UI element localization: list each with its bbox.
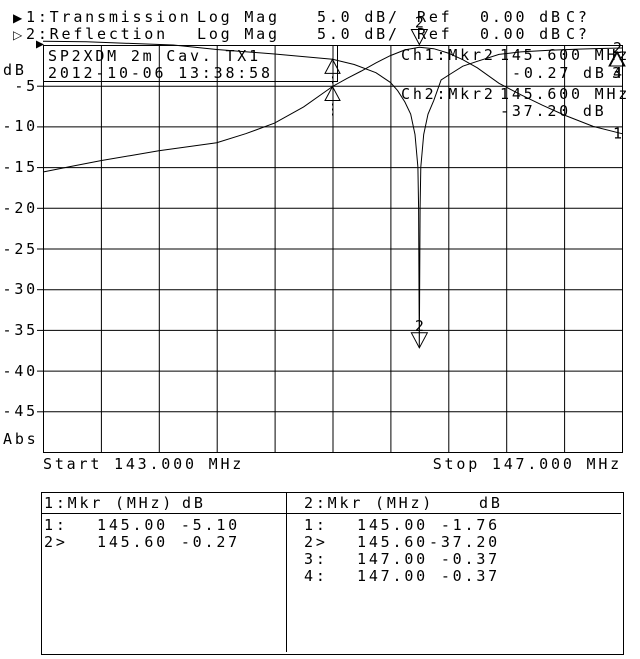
title-box: SP2XDM 2m Cav. TX1 2012-10-06 13:38:58 [43, 45, 338, 82]
y-tick-label: -15 [2, 158, 38, 177]
mkr2-row-frequency: 145.60 [357, 533, 428, 551]
y-tick-label: -5 [14, 76, 38, 95]
trace-transmission [42, 46, 623, 173]
ch2-ref-value: 0.00 dB [480, 25, 563, 43]
mkr2-row-db: -0.37 [440, 550, 500, 568]
marker-table-divider [286, 493, 287, 652]
mkr1-row-db: -0.27 [180, 533, 240, 551]
y-tick-label: -40 [2, 361, 38, 380]
ch2-marker-readout-label: Ch2:Mkr2 [401, 85, 496, 103]
ch1-trace-label: 1:Transmission [26, 8, 192, 26]
marker-label: 2 [415, 317, 424, 335]
mkr2-row-number: 2> [304, 533, 328, 551]
y-axis-format: Abs [3, 430, 39, 448]
mkr1-row-number: 1: [44, 516, 68, 534]
mkr2-row-frequency: 145.00 [357, 516, 428, 534]
mkr1-row-frequency: 145.00 [97, 516, 168, 534]
mkr2-row-db: -1.76 [440, 516, 500, 534]
trace-end-label-1: 1 [613, 125, 622, 143]
ch1-cal-status: C? [566, 8, 590, 26]
ch2-trace-label: 2:Reflection [26, 25, 168, 43]
ch2-format: Log Mag [197, 25, 280, 43]
marker-label: 3 [612, 64, 621, 82]
y-tick-label: -35 [2, 320, 38, 339]
mkr2-row-frequency: 147.00 [357, 550, 428, 568]
ch1-format: Log Mag [197, 8, 280, 26]
y-tick-label: -25 [2, 239, 38, 258]
start-frequency-label: Start 143.000 MHz [43, 455, 245, 473]
mkr1-row-number: 2> [44, 533, 68, 551]
measurement-plot: 1 2 2 2 34 [36, 14, 626, 453]
ch2-marker-value: -37.20 dB [500, 102, 607, 120]
marker-symbol-down [410, 29, 429, 46]
ch2-marker-freq: 145.600 MHz [500, 85, 631, 103]
mkr2-row-db: -37.20 [429, 533, 500, 551]
y-axis-unit: dB [3, 61, 27, 79]
ch1-marker-readout-label: Ch1:Mkr2 [401, 46, 496, 64]
ch2-cal-status: C? [566, 25, 590, 43]
trace-end-label-2: 2 [613, 39, 622, 57]
marker-table-header-rule [42, 513, 621, 514]
marker-label: 4 [613, 64, 622, 82]
table1-title: 1:Mkr (MHz) [44, 494, 175, 512]
ch1-scale: 5.0 dB/ [317, 8, 400, 26]
mkr2-row-number: 1: [304, 516, 328, 534]
mkr2-row-db: -0.37 [440, 567, 500, 585]
marker-symbol-up [609, 50, 626, 67]
ch2-scale: 5.0 dB/ [317, 25, 400, 43]
channel2-arrow-icon: ▷ [13, 28, 23, 42]
table2-title: 2:Mkr (MHz) [304, 494, 435, 512]
y-tick-label: -20 [2, 198, 38, 217]
table2-unit: dB [479, 494, 503, 512]
mkr2-row-number: 4: [304, 567, 328, 585]
y-tick-label: -10 [2, 117, 38, 136]
marker-label: 2 [415, 14, 424, 32]
mkr2-row-frequency: 147.00 [357, 567, 428, 585]
ch1-ref-value: 0.00 dB [480, 8, 563, 26]
ch1-ref-label: Ref [417, 8, 453, 26]
mkr1-row-db: -5.10 [180, 516, 240, 534]
ch1-marker-value: -0.27 dB [512, 64, 607, 82]
channel1-active-arrow-icon: ▶ [13, 11, 23, 25]
reference-level-arrow-icon [36, 40, 44, 49]
ch1-marker-freq: 145.600 MHz [500, 46, 631, 64]
mkr1-row-frequency: 145.60 [97, 533, 168, 551]
trace-reflection [42, 40, 623, 348]
y-tick-label: -30 [2, 280, 38, 299]
marker-symbol-up [324, 85, 341, 102]
clock-text: 2012-10-06 13:38:58 [48, 64, 273, 82]
title-text: SP2XDM 2m Cav. TX1 [48, 47, 261, 65]
marker-table: 1:Mkr (MHz) dB 2:Mkr (MHz) dB 1: 145.00 -5… [41, 492, 624, 655]
marker-symbol-down [410, 332, 429, 349]
marker-symbol-up [324, 58, 341, 74]
stop-frequency-label: Stop 147.000 MHz [432, 455, 622, 473]
table1-unit: dB [182, 494, 206, 512]
mkr2-row-number: 3: [304, 550, 328, 568]
y-tick-label: -45 [2, 402, 38, 421]
